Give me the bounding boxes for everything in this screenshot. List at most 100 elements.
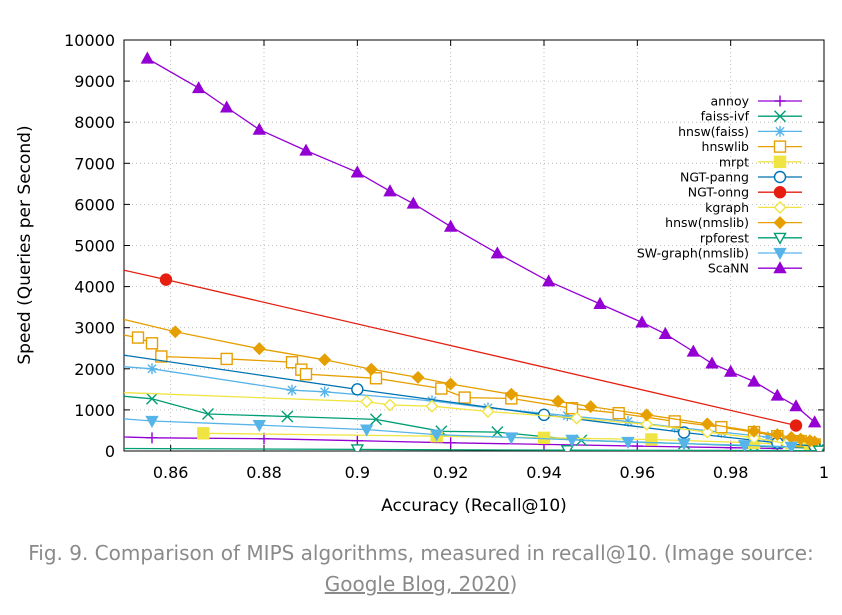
x-tick-label: 0.92 (433, 463, 469, 482)
data-point-scann (299, 143, 313, 156)
data-point-hnsw-nmslib (252, 342, 266, 356)
legend-label: NGT-panng (680, 170, 749, 185)
data-point-rpforest (350, 444, 365, 451)
data-point-kgraph (570, 411, 584, 425)
y-tick-label: 2000 (74, 360, 115, 379)
data-point-hnsw-nmslib (318, 353, 332, 367)
data-point-hnsw-nmslib (411, 370, 425, 384)
legend-marker (773, 200, 787, 214)
legend-marker (773, 261, 787, 274)
data-point-scann (140, 51, 155, 64)
data-point-scann (635, 315, 649, 328)
data-point-hnswlib (220, 352, 233, 366)
legend-item-hnsw-faiss: hnsw(faiss) (678, 124, 802, 139)
x-tick-label: 0.86 (153, 463, 189, 482)
series-line-faiss-ivf (124, 395, 820, 450)
data-point-sw-graph-nmslib (429, 429, 444, 442)
data-point-sw-graph-nmslib (359, 424, 374, 437)
data-point-hnsw-faiss (319, 386, 331, 398)
legend-label: hnswlib (702, 139, 750, 154)
y-tick-label: 7000 (74, 154, 115, 173)
source-link[interactable]: Google Blog, 2020 (324, 572, 510, 596)
legend-label: hnsw(faiss) (678, 124, 749, 139)
data-point-hnsw-faiss (286, 384, 298, 396)
legend-item-sw-graph-nmslib: SW-graph(nmslib) (637, 246, 802, 261)
series-line-hnsw-faiss (124, 366, 801, 442)
data-point-ngt-onng (789, 419, 803, 432)
x-tick-label: 0.9 (345, 463, 370, 482)
data-point-scann (723, 364, 738, 377)
data-point-hnsw-nmslib (504, 387, 518, 401)
legend-label: kgraph (705, 200, 749, 215)
series-line-hnswlib (124, 334, 815, 446)
data-point-scann (383, 184, 397, 197)
data-point-hnsw-faiss (622, 415, 634, 427)
x-tick-label: 0.98 (713, 463, 749, 482)
series-rpforest (124, 444, 824, 451)
legend-marker (773, 232, 787, 245)
data-point-faiss-ivf (370, 413, 382, 426)
data-point-scann (191, 81, 206, 94)
data-point-scann (658, 326, 673, 339)
legend-label: faiss-ivf (701, 109, 750, 124)
legend-marker (773, 170, 787, 184)
data-point-kgraph (640, 417, 654, 431)
data-point-faiss-ivf (281, 410, 294, 423)
legend-item-hnswlib: hnswlib (702, 139, 802, 154)
data-point-scann (747, 374, 761, 387)
y-tick-label: 4000 (74, 278, 115, 297)
data-point-annoy (725, 442, 737, 451)
data-point-hnswlib (369, 372, 383, 385)
data-point-hnsw-nmslib (584, 400, 598, 414)
data-point-mrpt (645, 433, 658, 446)
caption-text: Fig. 9. Comparison of MIPS algorithms, m… (28, 541, 814, 565)
x-axis-label: Accuracy (Recall@10) (381, 496, 567, 516)
data-point-hnsw-faiss (146, 363, 158, 375)
legend-item-faiss-ivf: faiss-ivf (701, 109, 802, 124)
data-point-hnswlib (131, 331, 145, 344)
legend-marker (773, 155, 787, 169)
data-point-sw-graph-nmslib (784, 441, 799, 451)
data-point-hnswlib (668, 415, 681, 428)
legend-label: SW-graph(nmslib) (637, 246, 749, 261)
data-point-hnsw-nmslib (551, 394, 565, 408)
data-point-hnsw-nmslib (747, 424, 761, 438)
y-tick-label: 5000 (74, 237, 115, 256)
y-tick-label: 6000 (74, 195, 115, 214)
data-point-ngt-panng (351, 383, 364, 396)
chart-svg: 0.86 0.88 0.9 0.92 0.94 0.96 0.98 1 0 1000 2000 300… (15, 31, 829, 516)
legend-item-kgraph: kgraph (705, 200, 802, 215)
series-sw-graph-nmslib (124, 415, 799, 451)
data-point-sw-graph-nmslib (565, 434, 579, 447)
data-point-scann (770, 388, 785, 401)
data-point-hnswlib (612, 406, 625, 420)
data-point-hnsw-nmslib (168, 325, 182, 339)
series-hnsw-nmslib (124, 318, 822, 449)
y-tick-label: 1000 (74, 401, 115, 420)
legend-item-hnsw-nmslib: hnsw(nmslib) (665, 215, 802, 230)
legend-marker (774, 125, 786, 137)
series-layer (124, 51, 824, 451)
data-point-rpforest (812, 445, 824, 451)
y-tick-label: 8000 (74, 113, 115, 132)
legend-item-rpforest: rpforest (700, 230, 802, 245)
data-point-faiss-ivf (202, 408, 214, 421)
y-tick-label: 10000 (64, 31, 115, 50)
data-point-sw-graph-nmslib (737, 440, 752, 451)
data-point-scann (593, 296, 607, 309)
series-kgraph (124, 391, 794, 451)
y-tick-label: 9000 (74, 72, 115, 91)
legend-item-annoy: annoy (710, 94, 802, 109)
legend-marker (773, 247, 787, 260)
data-point-scann (789, 399, 803, 412)
x-tick-label: 0.88 (246, 463, 282, 482)
figure-caption: Fig. 9. Comparison of MIPS algorithms, m… (0, 538, 842, 600)
data-point-hnsw-faiss (561, 410, 573, 422)
data-point-scann (541, 274, 556, 287)
data-point-kgraph (425, 399, 439, 413)
data-point-hnsw-faiss (762, 431, 774, 443)
legend-item-scann: ScaNN (708, 261, 802, 276)
data-point-scann (219, 100, 234, 113)
legend-label: mrpt (719, 154, 749, 169)
legend-item-mrpt: mrpt (719, 154, 802, 169)
